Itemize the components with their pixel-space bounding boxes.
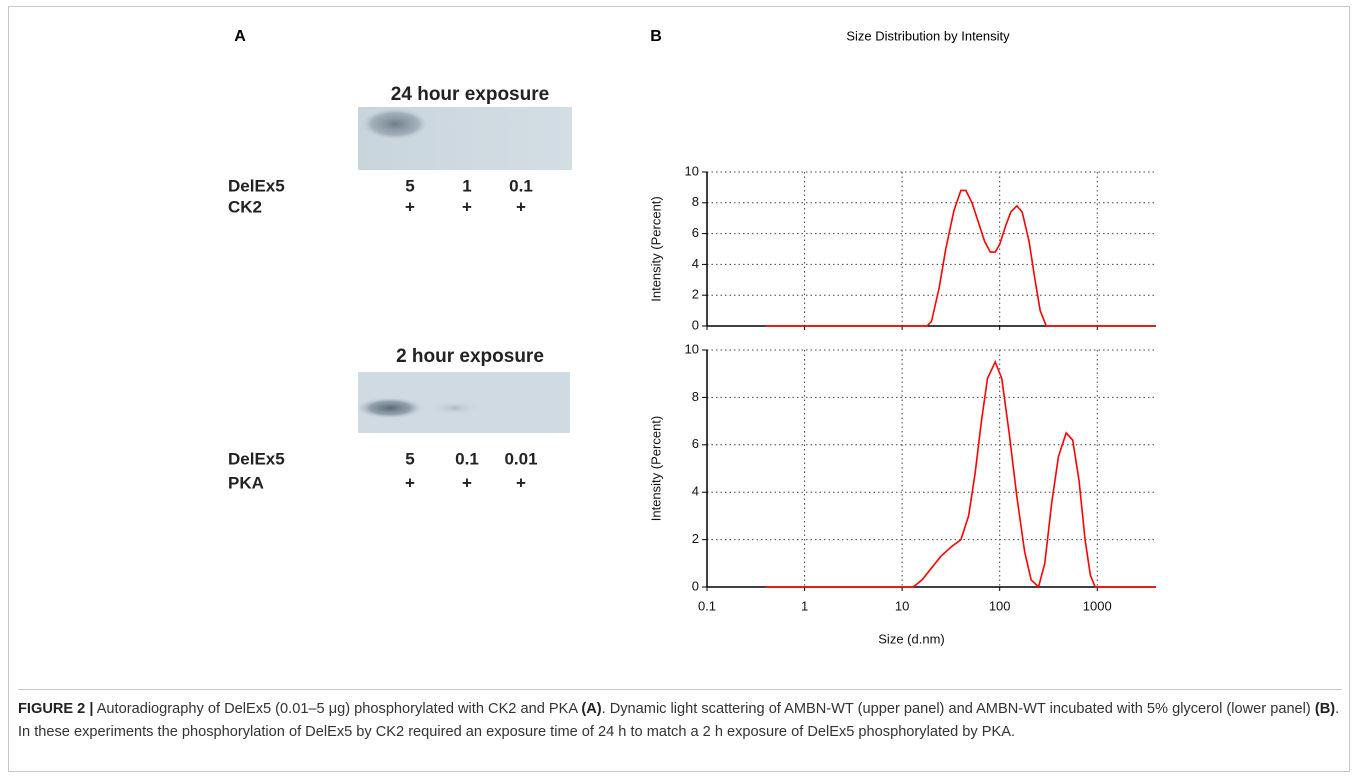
y-tick-label: 4 (692, 256, 699, 271)
row-label: DelEx5 (228, 449, 285, 468)
x-tick-label: 100 (989, 598, 1011, 613)
y-tick-label: 0 (692, 317, 699, 332)
x-tick-label: 10 (895, 598, 909, 613)
chart-title: Size Distribution by Intensity (846, 28, 1010, 43)
x-tick-label: 1 (801, 598, 808, 613)
cell: + (516, 197, 526, 216)
y-tick-label: 6 (692, 436, 699, 451)
y-tick-label: 2 (692, 287, 699, 302)
y-tick-label: 10 (685, 341, 699, 356)
row-label: CK2 (228, 197, 262, 216)
blot-band (431, 401, 479, 415)
y-axis-title: Intensity (Percent) (648, 416, 663, 522)
y-tick-label: 10 (685, 163, 699, 178)
caption-label: FIGURE 2 | (18, 701, 93, 717)
cell: 0.01 (504, 449, 537, 468)
panel-label: B (650, 28, 662, 45)
caption-ref: (B) (1315, 701, 1335, 717)
y-tick-label: 4 (692, 484, 699, 499)
cell: + (462, 197, 472, 216)
row-label: DelEx5 (228, 176, 285, 195)
panel-label: A (234, 28, 246, 45)
cell: 1 (462, 176, 471, 195)
cell: + (405, 197, 415, 216)
cell: + (516, 473, 526, 492)
blot-band (356, 397, 424, 419)
x-tick-label: 1000 (1083, 598, 1112, 613)
page: A B Size Distribution by Intensity 24 ho… (0, 0, 1360, 779)
y-tick-label: 2 (692, 531, 699, 546)
cell: + (462, 473, 472, 492)
y-tick-label: 8 (692, 389, 699, 404)
cell: 5 (405, 176, 414, 195)
y-tick-label: 0 (692, 578, 699, 593)
caption: FIGURE 2 | Autoradiography of DelEx5 (0.… (18, 689, 1342, 744)
cell: 0.1 (455, 449, 479, 468)
x-tick-label: 0.1 (698, 598, 716, 613)
cell: 5 (405, 449, 414, 468)
caption-ref: (A) (581, 701, 601, 717)
cell: + (405, 473, 415, 492)
y-tick-label: 8 (692, 194, 699, 209)
blot-band (361, 108, 429, 140)
y-axis-title: Intensity (Percent) (648, 196, 663, 302)
caption-text: . Dynamic light scattering of AMBN-WT (u… (602, 701, 1311, 717)
blot-title: 24 hour exposure (391, 84, 549, 105)
x-axis-title: Size (d.nm) (878, 631, 944, 646)
figure: A B Size Distribution by Intensity 24 ho… (0, 0, 1360, 690)
row-label: PKA (228, 473, 264, 492)
blot-title: 2 hour exposure (396, 346, 544, 367)
caption-text: Autoradiography of DelEx5 (0.01–5 μg) ph… (97, 701, 578, 717)
y-tick-label: 6 (692, 225, 699, 240)
cell: 0.1 (509, 176, 533, 195)
